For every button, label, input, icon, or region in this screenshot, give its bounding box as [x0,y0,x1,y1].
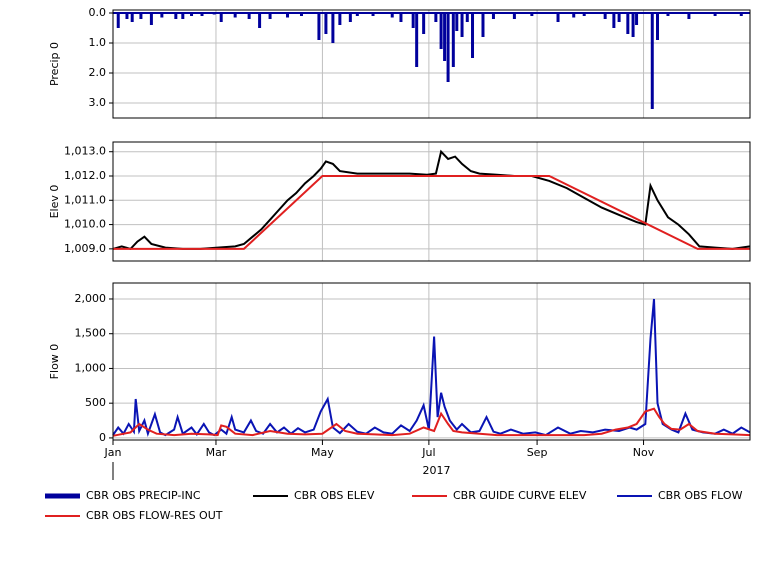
bar [411,13,415,28]
series-line [112,149,751,251]
x-tick-label: Jul [421,446,435,459]
bar [460,13,464,37]
x-tick-label: Nov [633,446,655,459]
bar [455,13,459,31]
bar [219,13,223,22]
legend-label: CBR OBS ELEV [294,489,375,502]
x-tick-label: May [311,446,334,459]
bar [465,13,469,22]
bar [635,13,639,25]
bar [299,13,303,16]
y-tick-label: 1,012.0 [64,169,106,182]
bar [348,13,352,22]
bar [451,13,455,67]
bar [617,13,621,22]
bar [626,13,630,34]
bar [687,13,691,19]
bar [139,13,143,19]
y-tick-label: 3.0 [89,96,107,109]
legend-label: CBR OBS FLOW-RES OUT [86,509,223,522]
y-axis-label: Precip 0 [48,42,61,86]
bar [650,13,654,109]
bar [149,13,153,25]
bar [286,13,290,18]
bar [512,13,516,19]
bar [174,13,178,19]
bar [268,13,272,19]
bar [338,13,342,25]
y-tick-label: 1,500 [75,327,107,340]
bar [446,13,450,82]
bar [160,13,164,18]
y-tick-label: 1,010.0 [64,218,106,231]
plot-frame [112,141,751,262]
bar [324,13,328,34]
y-tick-label: 1,000 [75,361,107,374]
series-line [113,175,750,250]
bar [190,13,194,16]
bar [530,13,534,16]
bar [331,13,335,43]
bar [713,13,717,16]
bar [481,13,485,37]
bar [130,13,134,22]
bar [656,13,660,40]
bar [317,13,321,40]
bar [582,13,586,16]
bar [572,13,576,18]
y-tick-label: 2,000 [75,292,107,305]
legend-label: CBR OBS PRECIP-INC [86,489,201,502]
bar [200,13,204,16]
plot-area [113,142,750,261]
bar [125,13,129,19]
bar [612,13,616,28]
y-tick-label: 1,009.0 [64,242,106,255]
x-tick-label: Mar [206,446,227,459]
bar [491,13,495,19]
bar [415,13,419,67]
y-tick-label: 2.0 [89,66,107,79]
bar [116,13,120,28]
bar [666,13,670,16]
bar [371,13,375,16]
y-tick-label: 1.0 [89,36,107,49]
bar [631,13,635,37]
bar [181,13,185,19]
series-line [112,407,751,437]
x-tick-label: Jan [104,446,122,459]
bar [399,13,403,22]
bar [247,13,251,19]
series-line [112,298,751,438]
bar [739,13,743,16]
bar [556,13,560,22]
bar [443,13,447,61]
y-tick-label: 0 [99,431,106,444]
bar [422,13,426,34]
plot-frame [112,282,751,441]
bar [233,13,237,18]
y-tick-label: 1,013.0 [64,145,106,158]
bar [434,13,438,22]
bar [471,13,475,58]
bar [603,13,607,19]
y-axis-label: Elev 0 [48,185,61,219]
bar [390,13,394,18]
x-tick-label: Sep [527,446,548,459]
y-tick-label: 500 [85,396,106,409]
plot-frame [112,9,751,119]
x-axis-label: 2017 [423,464,451,477]
y-tick-label: 0.0 [89,6,107,19]
bar [258,13,262,28]
plot-area [113,10,750,118]
legend-label: CBR OBS FLOW [658,489,743,502]
bar [439,13,443,49]
y-tick-label: 1,011.0 [64,193,106,206]
bar [355,13,359,16]
legend-label: CBR GUIDE CURVE ELEV [453,489,587,502]
y-axis-label: Flow 0 [48,344,61,380]
